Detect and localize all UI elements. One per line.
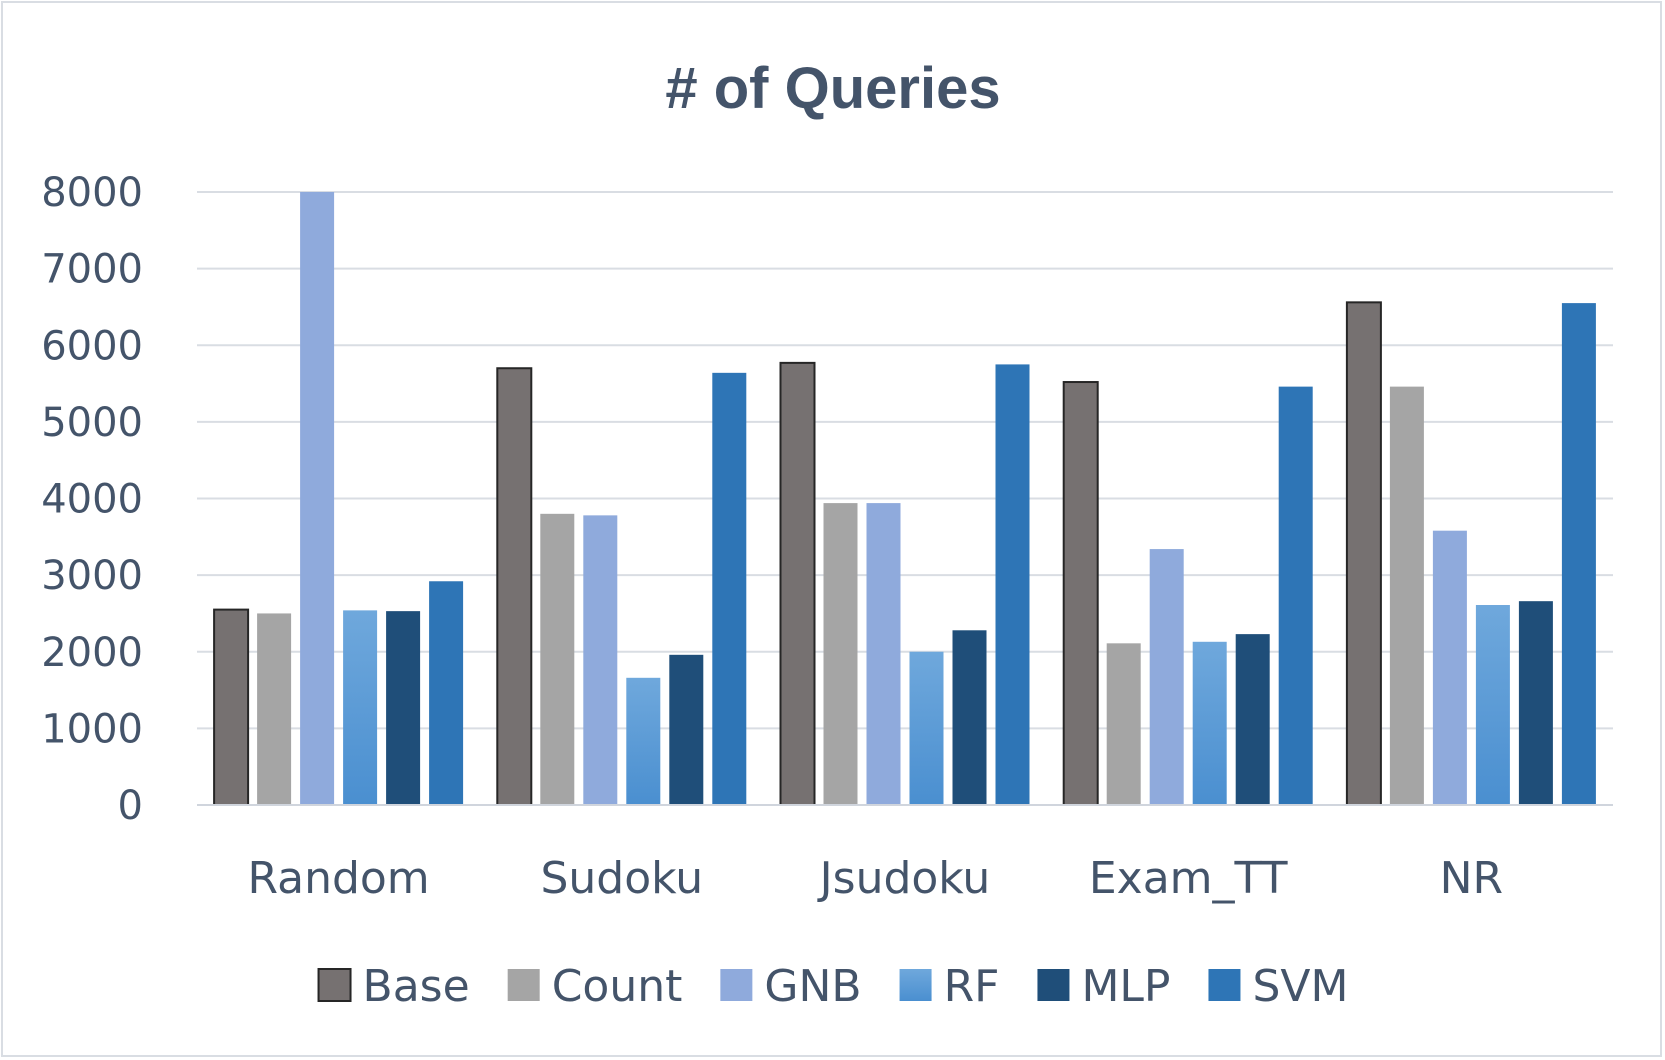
legend-swatch-count	[507, 969, 540, 1001]
y-tick-label: 7000	[41, 247, 143, 293]
bars	[213, 192, 1596, 807]
legend: Base Count GNB RF MLP SVM	[317, 961, 1348, 1012]
bar-svm-jsudoku	[995, 364, 1030, 805]
bar-chart: # of Queries 0 1000 2000 3000 4000 5000 6000 70…	[41, 56, 1613, 1012]
legend-label-gnb: GNB	[764, 961, 861, 1012]
chart-title: # of Queries	[665, 56, 1000, 121]
bar-rf-random	[343, 610, 378, 805]
bar-base-sudoku	[496, 367, 533, 806]
bar-count-sudoku	[540, 513, 575, 805]
bar-mlp-exam_tt	[1235, 634, 1270, 805]
bar-count-jsudoku	[823, 503, 858, 805]
bar-svm-random	[429, 581, 464, 805]
legend-swatch-gnb	[720, 969, 753, 1001]
y-tick-label: 4000	[41, 477, 143, 523]
bar-mlp-random	[386, 611, 421, 805]
bar-svm-nr	[1561, 303, 1596, 805]
x-tick-label: Jsudoku	[817, 853, 991, 904]
bar-count-exam_tt	[1106, 643, 1141, 805]
legend-label-mlp: MLP	[1081, 961, 1170, 1012]
bar-svm-exam_tt	[1278, 386, 1313, 805]
y-tick-label: 3000	[41, 553, 143, 599]
legend-label-rf: RF	[944, 961, 1000, 1012]
bar-rf-exam_tt	[1192, 641, 1227, 805]
bar-gnb-exam_tt	[1149, 549, 1184, 805]
bar-mlp-nr	[1518, 601, 1553, 805]
legend-label-count: Count	[552, 961, 683, 1012]
bar-base-random	[213, 608, 250, 807]
legend-swatch-svm	[1208, 969, 1241, 1001]
bar-rf-jsudoku	[909, 651, 944, 805]
legend-swatch-rf	[899, 969, 932, 1001]
legend-swatch-mlp	[1037, 969, 1070, 1001]
bar-base-exam_tt	[1062, 381, 1099, 806]
y-tick-label: 2000	[41, 630, 143, 676]
y-axis-ticks: 0 1000 2000 3000 4000 5000 6000 7000 8000	[41, 170, 143, 829]
bar-base-jsudoku	[779, 361, 816, 806]
x-axis-ticks: Random Sudoku Jsudoku Exam_TT NR	[248, 853, 1504, 904]
bar-gnb-nr	[1432, 530, 1467, 805]
legend-swatch-base	[317, 968, 352, 1002]
y-tick-label: 5000	[41, 400, 143, 446]
bar-base-nr	[1345, 301, 1382, 806]
x-tick-label: NR	[1440, 853, 1504, 904]
legend-label-base: Base	[363, 961, 470, 1012]
y-tick-label: 1000	[41, 706, 143, 752]
bar-count-random	[257, 613, 292, 805]
bar-gnb-sudoku	[583, 515, 618, 805]
bar-mlp-jsudoku	[952, 630, 987, 805]
bar-rf-sudoku	[626, 677, 661, 805]
bar-count-nr	[1389, 386, 1424, 805]
x-tick-label: Exam_TT	[1089, 853, 1288, 904]
legend-label-svm: SVM	[1252, 961, 1348, 1012]
bar-svm-sudoku	[712, 372, 747, 805]
y-tick-label: 6000	[41, 323, 143, 369]
x-tick-label: Sudoku	[540, 853, 703, 904]
bar-gnb-jsudoku	[866, 503, 901, 805]
y-tick-label: 0	[118, 783, 143, 829]
y-tick-label: 8000	[41, 170, 143, 216]
bar-gnb-random	[300, 192, 335, 805]
x-tick-label: Random	[248, 853, 430, 904]
bar-mlp-sudoku	[669, 654, 704, 805]
bar-rf-nr	[1475, 605, 1510, 805]
